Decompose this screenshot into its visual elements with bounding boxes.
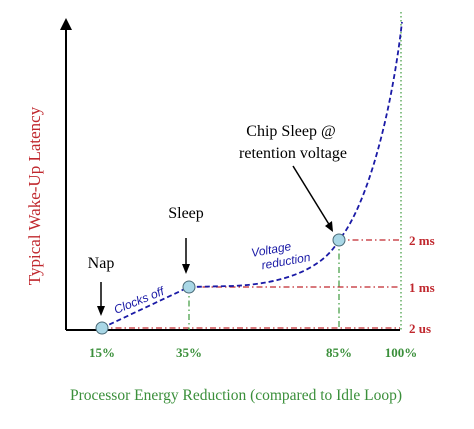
marker-chip-sleep xyxy=(332,233,346,247)
x-tick-35: 35% xyxy=(176,345,202,360)
y-axis-title: Typical Wake-Up Latency xyxy=(25,106,44,285)
arrow-sleep-head xyxy=(182,264,190,274)
label-sleep: Sleep xyxy=(168,205,204,222)
state-markers xyxy=(95,233,346,335)
segment-voltage-reduction: Voltage reduction xyxy=(250,236,312,274)
guide-lines xyxy=(102,12,402,330)
y-axis-arrow xyxy=(60,18,72,30)
x-axis-title: Processor Energy Reduction (compared to … xyxy=(70,387,402,404)
segment-clocks-off: Clocks off xyxy=(112,283,168,316)
y-tick-2us: 2 us xyxy=(409,321,431,336)
label-chip-sleep: Chip Sleep @ retention voltage xyxy=(239,123,347,162)
label-nap: Nap xyxy=(88,255,115,272)
marker-sleep xyxy=(182,280,196,294)
arrow-chip-sleep xyxy=(292,165,331,227)
x-tick-100: 100% xyxy=(385,345,418,360)
latency-curve xyxy=(101,21,403,329)
y-tick-1ms: 1 ms xyxy=(409,280,435,295)
x-tick-85: 85% xyxy=(326,345,352,360)
arrow-nap-head xyxy=(97,306,105,316)
marker-nap xyxy=(95,321,109,335)
arrow-chip-sleep-head xyxy=(325,221,333,232)
x-tick-15: 15% xyxy=(89,345,115,360)
y-tick-2ms: 2 ms xyxy=(409,233,435,248)
